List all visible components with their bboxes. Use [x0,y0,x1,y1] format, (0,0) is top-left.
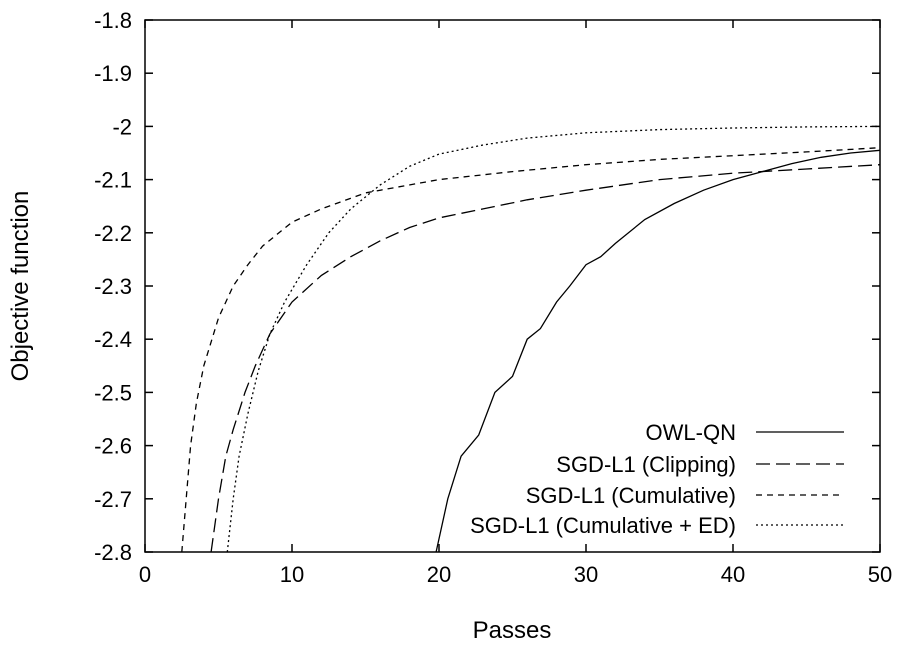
series-line-sgd-l1-cumulative-ed [226,125,880,552]
y-tick-label: -1.9 [94,61,132,86]
y-axis-label: Objective function [7,191,34,382]
series-line-sgd-l1-clipping [210,164,880,552]
x-tick-label: 20 [427,562,451,587]
series-line-owl-qn [435,149,880,552]
y-tick-label: -2.7 [94,487,132,512]
legend-label-sgd-l1-cumulative-ed: SGD-L1 (Cumulative + ED) [470,513,736,538]
legend-label-sgd-l1-clipping: SGD-L1 (Clipping) [556,452,736,477]
x-tick-label: 10 [280,562,304,587]
x-axis-label: Passes [473,617,552,644]
series-layer [181,125,880,552]
y-tick-label: -2 [112,114,132,139]
x-tick-label: 40 [721,562,745,587]
legend: OWL-QN SGD-L1 (Clipping) SGD-L1 (Cumulativ… [470,420,844,538]
y-tick-label: -2.6 [94,434,132,459]
y-tick-label: -2.8 [94,540,132,565]
y-tick-label: -2.2 [94,221,132,246]
y-tick-label: -1.8 [94,8,132,33]
y-tick-label: -2.5 [94,380,132,405]
x-tick-label: 0 [139,562,151,587]
legend-label-sgd-l1-cumulative: SGD-L1 (Cumulative) [526,483,736,508]
legend-label-owl-qn: OWL-QN [646,420,736,445]
y-tick-label: -2.3 [94,274,132,299]
x-tick-label: 30 [574,562,598,587]
x-tick-label: 50 [868,562,892,587]
y-tick-label: -2.1 [94,168,132,193]
y-tick-label: -2.4 [94,327,132,352]
ticks-layer: 0 10 20 30 40 50 -2.8 -2.7 -2.6 -2.5 -2.4 -2.3 -2.2 -… [94,8,892,587]
